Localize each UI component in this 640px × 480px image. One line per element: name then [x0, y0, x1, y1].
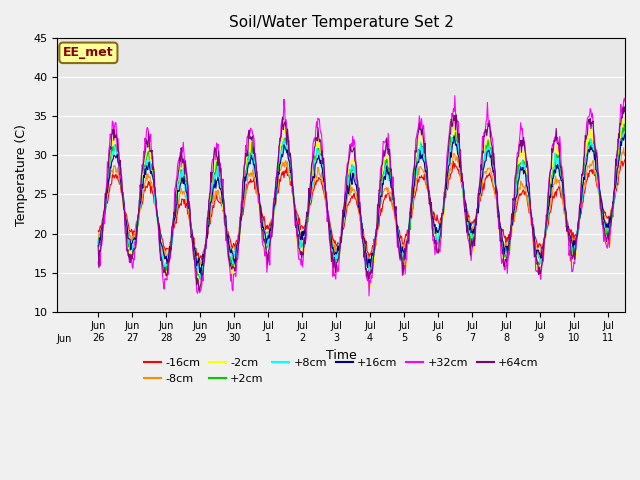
+16cm — [286, 159, 294, 165]
Y-axis label: Temperature (C): Temperature (C) — [15, 124, 28, 226]
+8cm — [94, 244, 102, 250]
+64cm — [638, 230, 640, 236]
+32cm — [365, 293, 373, 299]
+8cm — [638, 228, 640, 233]
-8cm — [258, 216, 266, 221]
+2cm — [94, 240, 102, 246]
-8cm — [620, 145, 627, 151]
+64cm — [158, 258, 166, 264]
+16cm — [307, 195, 314, 201]
-16cm — [638, 210, 640, 216]
-16cm — [259, 214, 266, 219]
+16cm — [259, 225, 266, 230]
+32cm — [451, 93, 459, 98]
-16cm — [458, 179, 465, 184]
+64cm — [427, 209, 435, 215]
+8cm — [259, 218, 266, 224]
+2cm — [196, 276, 204, 282]
+8cm — [427, 197, 435, 203]
-16cm — [286, 172, 294, 178]
Line: +32cm: +32cm — [98, 96, 640, 296]
Line: -8cm: -8cm — [98, 148, 640, 267]
+32cm — [94, 259, 102, 265]
+2cm — [458, 166, 465, 171]
Text: EE_met: EE_met — [63, 46, 114, 60]
+8cm — [286, 165, 294, 171]
Text: Jun: Jun — [56, 334, 72, 344]
-8cm — [285, 174, 292, 180]
+16cm — [638, 221, 640, 227]
+32cm — [158, 266, 166, 272]
Line: -2cm: -2cm — [98, 118, 640, 287]
+8cm — [158, 251, 166, 256]
-16cm — [195, 258, 203, 264]
-2cm — [196, 284, 204, 289]
+64cm — [259, 227, 266, 233]
+32cm — [306, 192, 314, 198]
-2cm — [158, 262, 166, 268]
+64cm — [620, 104, 628, 109]
-16cm — [427, 202, 435, 208]
-16cm — [158, 236, 166, 242]
Line: +16cm: +16cm — [98, 134, 640, 274]
+2cm — [286, 149, 294, 155]
-2cm — [620, 115, 628, 120]
-8cm — [366, 264, 374, 270]
+32cm — [258, 234, 266, 240]
-2cm — [458, 168, 465, 174]
+8cm — [620, 130, 627, 136]
+64cm — [286, 154, 294, 159]
-16cm — [307, 201, 314, 207]
-16cm — [622, 156, 630, 162]
+64cm — [94, 243, 102, 249]
+64cm — [196, 288, 204, 294]
+2cm — [158, 253, 166, 259]
+16cm — [621, 131, 629, 137]
+16cm — [158, 243, 166, 249]
X-axis label: Time: Time — [326, 348, 356, 361]
+8cm — [307, 199, 314, 204]
Line: -16cm: -16cm — [98, 159, 640, 261]
-8cm — [306, 208, 314, 214]
+2cm — [259, 222, 266, 228]
+2cm — [307, 197, 314, 203]
-2cm — [638, 236, 640, 242]
+2cm — [427, 211, 435, 217]
-2cm — [427, 208, 435, 214]
+32cm — [458, 172, 466, 178]
Line: +2cm: +2cm — [98, 124, 640, 279]
+16cm — [94, 243, 102, 249]
+8cm — [458, 168, 465, 173]
+32cm — [638, 237, 640, 242]
-8cm — [638, 227, 640, 233]
-2cm — [307, 189, 314, 195]
+16cm — [197, 271, 205, 277]
+64cm — [307, 183, 314, 189]
-2cm — [259, 232, 266, 238]
+32cm — [427, 205, 435, 211]
-8cm — [158, 246, 166, 252]
+8cm — [196, 276, 204, 282]
Title: Soil/Water Temperature Set 2: Soil/Water Temperature Set 2 — [228, 15, 454, 30]
Legend: -16cm, -8cm, -2cm, +2cm, +8cm, +16cm, +32cm, +64cm: -16cm, -8cm, -2cm, +2cm, +8cm, +16cm, +3… — [140, 354, 543, 388]
Line: +64cm: +64cm — [98, 107, 640, 291]
+32cm — [285, 138, 292, 144]
-2cm — [286, 155, 294, 161]
+16cm — [458, 169, 465, 175]
+16cm — [427, 203, 435, 208]
Line: +8cm: +8cm — [98, 133, 640, 279]
+2cm — [638, 223, 640, 229]
-16cm — [94, 228, 102, 234]
-8cm — [94, 239, 102, 245]
-8cm — [427, 207, 435, 213]
-2cm — [94, 253, 102, 259]
-8cm — [458, 178, 465, 183]
+64cm — [458, 171, 465, 177]
+2cm — [620, 121, 628, 127]
